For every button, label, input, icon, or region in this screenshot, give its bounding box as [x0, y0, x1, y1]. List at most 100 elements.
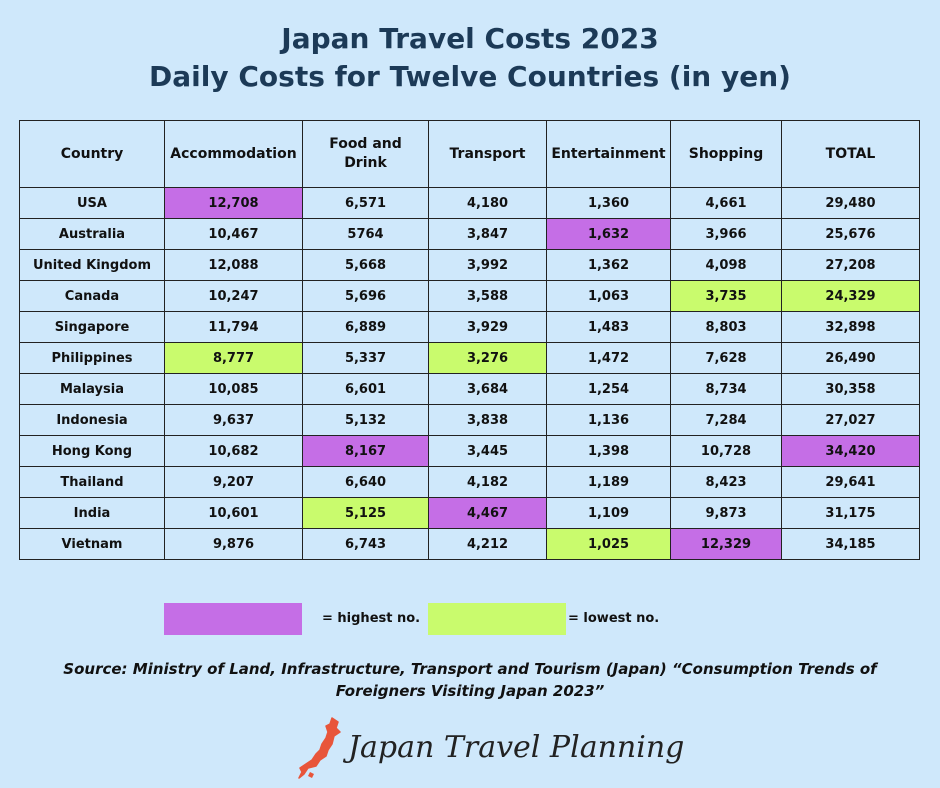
- value-cell: 5,696: [302, 280, 429, 312]
- value-cell: 12,088: [164, 249, 303, 281]
- value-cell: 9,873: [670, 497, 782, 529]
- value-cell: 34,185: [781, 528, 920, 560]
- table-row: Canada 10,247 5,696 3,588 1,063 3,735 24,329: [19, 280, 920, 312]
- value-cell: 12,708: [164, 187, 303, 219]
- value-cell: 3,966: [670, 218, 782, 250]
- value-cell: 4,467: [428, 497, 547, 529]
- value-cell: 6,571: [302, 187, 429, 219]
- value-cell: 25,676: [781, 218, 920, 250]
- table-header-row: Country Accommodation Food and Drink Transp…: [19, 120, 920, 188]
- country-cell: Singapore: [19, 311, 165, 343]
- value-cell: 1,362: [546, 249, 671, 281]
- column-header: Entertainment: [546, 120, 671, 188]
- value-cell: 8,167: [302, 435, 429, 467]
- value-cell: 8,777: [164, 342, 303, 374]
- legend-lowest-swatch: [428, 603, 566, 635]
- value-cell: 29,480: [781, 187, 920, 219]
- value-cell: 1,632: [546, 218, 671, 250]
- value-cell: 10,247: [164, 280, 303, 312]
- value-cell: 3,276: [428, 342, 547, 374]
- value-cell: 27,208: [781, 249, 920, 281]
- column-header: Accommodation: [164, 120, 303, 188]
- value-cell: 1,254: [546, 373, 671, 405]
- value-cell: 1,109: [546, 497, 671, 529]
- legend-lowest-label: = lowest no.: [568, 611, 660, 626]
- column-header: Food and Drink: [302, 120, 429, 188]
- value-cell: 27,027: [781, 404, 920, 436]
- value-cell: 4,182: [428, 466, 547, 498]
- value-cell: 29,641: [781, 466, 920, 498]
- value-cell: 1,398: [546, 435, 671, 467]
- legend-highest-label: = highest no.: [322, 611, 421, 626]
- value-cell: 5,337: [302, 342, 429, 374]
- value-cell: 6,601: [302, 373, 429, 405]
- value-cell: 10,728: [670, 435, 782, 467]
- value-cell: 6,889: [302, 311, 429, 343]
- value-cell: 8,803: [670, 311, 782, 343]
- value-cell: 8,423: [670, 466, 782, 498]
- value-cell: 7,284: [670, 404, 782, 436]
- value-cell: 3,992: [428, 249, 547, 281]
- table-row: Thailand 9,207 6,640 4,182 1,189 8,423 29,641: [19, 466, 920, 498]
- japan-map-icon: [298, 717, 341, 779]
- table-row: Malaysia 10,085 6,601 3,684 1,254 8,734 30,358: [19, 373, 920, 405]
- value-cell: 1,136: [546, 404, 671, 436]
- chart-title: Japan Travel Costs 2023: [281, 22, 659, 55]
- value-cell: 1,025: [546, 528, 671, 560]
- table-row: Philippines 8,777 5,337 3,276 1,472 7,628 26,4…: [19, 342, 920, 374]
- country-cell: USA: [19, 187, 165, 219]
- chart-subtitle: Daily Costs for Twelve Countries (in yen…: [149, 60, 791, 93]
- value-cell: 5,668: [302, 249, 429, 281]
- value-cell: 1,189: [546, 466, 671, 498]
- country-cell: Thailand: [19, 466, 165, 498]
- value-cell: 26,490: [781, 342, 920, 374]
- table-row: United Kingdom 12,088 5,668 3,992 1,362 4,098…: [19, 249, 920, 281]
- legend-highest-swatch: [164, 603, 302, 635]
- value-cell: 3,929: [428, 311, 547, 343]
- column-header: TOTAL: [781, 120, 920, 188]
- value-cell: 7,628: [670, 342, 782, 374]
- value-cell: 9,207: [164, 466, 303, 498]
- column-header: Shopping: [670, 120, 782, 188]
- table-row: India 10,601 5,125 4,467 1,109 9,873 31,175: [19, 497, 920, 529]
- country-cell: India: [19, 497, 165, 529]
- table-row: Vietnam 9,876 6,743 4,212 1,025 12,329 34,185: [19, 528, 920, 560]
- table-row: Singapore 11,794 6,889 3,929 1,483 8,803 32,89…: [19, 311, 920, 343]
- country-cell: Vietnam: [19, 528, 165, 560]
- value-cell: 10,601: [164, 497, 303, 529]
- value-cell: 9,637: [164, 404, 303, 436]
- table-row: Australia 10,467 5764 3,847 1,632 3,966 25,676: [19, 218, 920, 250]
- country-cell: Malaysia: [19, 373, 165, 405]
- value-cell: 30,358: [781, 373, 920, 405]
- value-cell: 4,212: [428, 528, 547, 560]
- value-cell: 3,847: [428, 218, 547, 250]
- value-cell: 3,588: [428, 280, 547, 312]
- country-cell: Canada: [19, 280, 165, 312]
- value-cell: 5,125: [302, 497, 429, 529]
- brand-name: Japan Travel Planning: [348, 730, 685, 765]
- table-body: USA 12,708 6,571 4,180 1,360 4,661 29,480 Austr…: [19, 187, 920, 560]
- value-cell: 6,640: [302, 466, 429, 498]
- value-cell: 4,661: [670, 187, 782, 219]
- table-row: USA 12,708 6,571 4,180 1,360 4,661 29,480: [19, 187, 920, 219]
- value-cell: 5,132: [302, 404, 429, 436]
- value-cell: 3,684: [428, 373, 547, 405]
- value-cell: 4,098: [670, 249, 782, 281]
- value-cell: 8,734: [670, 373, 782, 405]
- value-cell: 10,467: [164, 218, 303, 250]
- country-cell: Indonesia: [19, 404, 165, 436]
- country-cell: Australia: [19, 218, 165, 250]
- value-cell: 10,085: [164, 373, 303, 405]
- value-cell: 6,743: [302, 528, 429, 560]
- value-cell: 3,838: [428, 404, 547, 436]
- value-cell: 31,175: [781, 497, 920, 529]
- column-header: Country: [19, 120, 165, 188]
- value-cell: 32,898: [781, 311, 920, 343]
- value-cell: 1,360: [546, 187, 671, 219]
- value-cell: 1,472: [546, 342, 671, 374]
- country-cell: Philippines: [19, 342, 165, 374]
- value-cell: 9,876: [164, 528, 303, 560]
- value-cell: 11,794: [164, 311, 303, 343]
- source-note: Source: Ministry of Land, Infrastructure…: [63, 660, 877, 700]
- country-cell: United Kingdom: [19, 249, 165, 281]
